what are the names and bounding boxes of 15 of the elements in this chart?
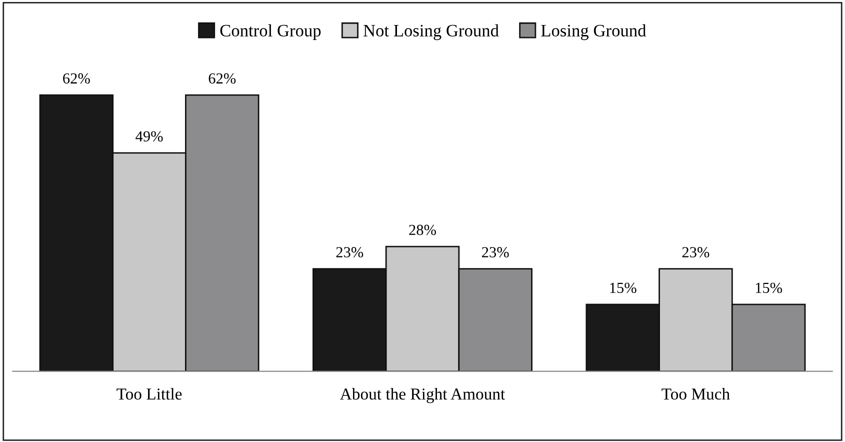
data-label: 23% xyxy=(336,247,364,258)
legend-label: Not Losing Ground xyxy=(363,24,499,40)
data-label: 62% xyxy=(63,73,90,84)
x-tick-label: Too Much xyxy=(662,388,730,400)
data-label: 23% xyxy=(482,247,509,258)
x-tick-label: Too Little xyxy=(116,388,182,400)
data-label: 62% xyxy=(208,73,236,84)
data-label: 28% xyxy=(409,224,436,236)
legend-label: Losing Ground xyxy=(541,24,646,40)
legend-label: Control Group xyxy=(220,24,321,40)
data-label: 15% xyxy=(610,282,636,294)
data-label: 15% xyxy=(756,282,782,294)
x-tick-label: About the Right Amount xyxy=(340,388,506,404)
data-label: 23% xyxy=(682,247,710,258)
data-label: 49% xyxy=(136,131,163,142)
